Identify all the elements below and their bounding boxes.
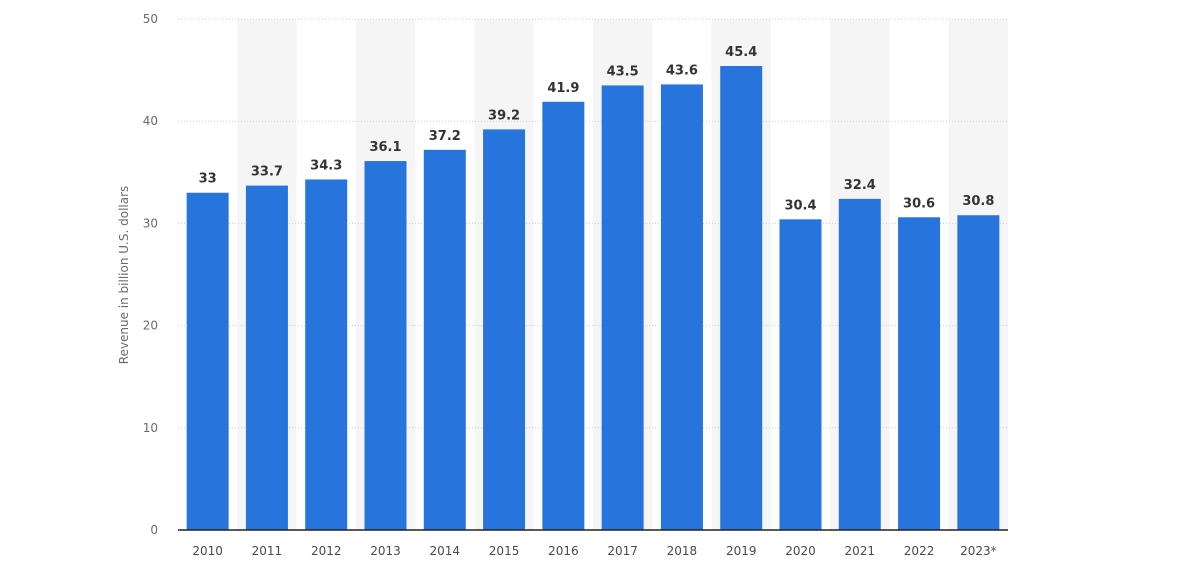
bar [838, 198, 881, 530]
data-label: 30.8 [962, 194, 994, 209]
bar [898, 217, 941, 530]
x-tick-label: 2013 [370, 544, 401, 558]
y-tick-label: 20 [143, 319, 158, 333]
x-tick-label: 2017 [607, 544, 638, 558]
data-label: 45.4 [725, 45, 757, 60]
x-tick-label: 2015 [489, 544, 520, 558]
data-label: 37.2 [429, 129, 461, 144]
x-tick-label: 2019 [726, 544, 757, 558]
bar [305, 179, 348, 531]
data-label: 43.5 [607, 64, 639, 79]
data-label: 33.7 [251, 165, 283, 180]
data-label: 30.6 [903, 196, 935, 211]
data-label: 32.4 [844, 178, 876, 193]
x-tick-label: 2014 [430, 544, 461, 558]
x-tick-label: 2023* [960, 544, 997, 558]
y-tick-labels: 0 10 20 30 40 50 [143, 12, 158, 537]
data-labels: 33 33.7 34.3 36.1 37.2 39.2 41.9 43.5 43.6 45.4 30… [199, 45, 995, 213]
data-label: 34.3 [310, 158, 342, 173]
x-tick-label: 2010 [192, 544, 223, 558]
y-axis-title: Revenue in billion U.S. dollars [117, 186, 131, 365]
bar [660, 84, 703, 531]
x-tick-label: 2016 [548, 544, 579, 558]
y-tick-label: 30 [143, 216, 158, 230]
x-tick-label: 2018 [667, 544, 698, 558]
bar [720, 66, 763, 531]
y-tick-label: 50 [143, 12, 158, 26]
data-label: 36.1 [369, 140, 401, 155]
bar [245, 185, 288, 530]
data-label: 33 [199, 172, 217, 187]
data-label: 43.6 [666, 63, 698, 78]
y-tick-label: 10 [143, 421, 158, 435]
bar [542, 101, 585, 531]
bar [186, 192, 229, 531]
y-tick-label: 0 [150, 523, 158, 537]
bar [601, 85, 644, 531]
x-tick-label: 2022 [904, 544, 935, 558]
x-tick-labels: 2010 2011 2012 2013 2014 2015 2016 2017 2018 2019… [192, 544, 996, 558]
bar [423, 149, 466, 531]
bar [957, 215, 1000, 530]
x-tick-label: 2011 [252, 544, 283, 558]
data-label: 30.4 [784, 198, 816, 213]
bars [186, 66, 1000, 531]
x-tick-label: 2012 [311, 544, 342, 558]
y-tick-label: 40 [143, 114, 158, 128]
data-label: 41.9 [547, 81, 579, 96]
bar [483, 129, 526, 530]
bar [364, 161, 407, 531]
x-tick-label: 2020 [785, 544, 816, 558]
data-label: 39.2 [488, 108, 520, 123]
x-tick-label: 2021 [845, 544, 876, 558]
bar [779, 219, 822, 530]
